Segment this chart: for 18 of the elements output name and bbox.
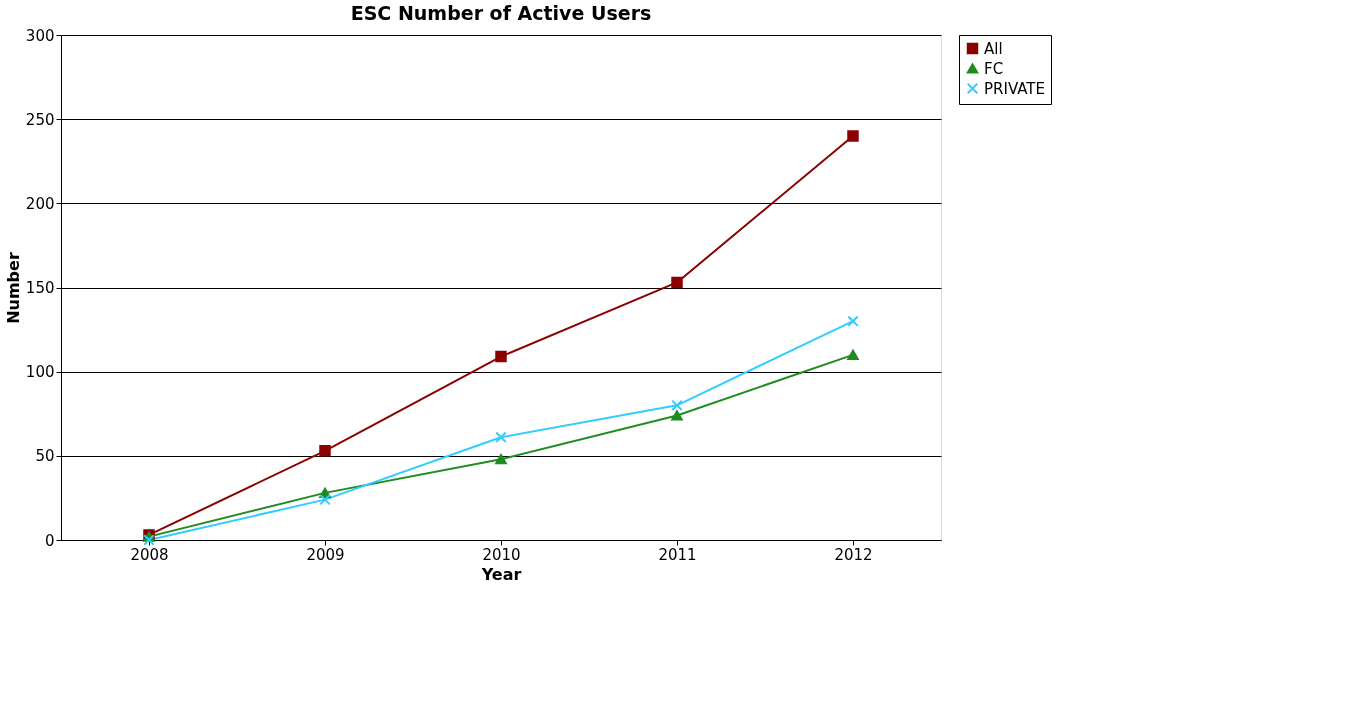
y-tick-label: 100 [25,363,55,382]
y-tick-label: 250 [25,110,55,129]
legend-label: All [984,39,1003,58]
y-tick-label: 200 [25,194,55,213]
legend-label: FC [984,59,1004,78]
y-axis-title: Number [3,252,23,324]
y-tick-label: 300 [25,26,55,45]
legend-label: PRIVATE [984,79,1045,98]
x-tick-label: 2008 [130,545,169,564]
x-tick-label: 2011 [658,545,697,564]
y-tick-label: 0 [44,531,55,550]
x-tick-label: 2009 [306,545,345,564]
x-tick-label: 2010 [482,545,521,564]
y-tick-label: 50 [35,447,55,466]
x-axis-title: Year [480,564,522,584]
chart-title: ESC Number of Active Users [350,2,652,24]
x-tick-label: 2012 [834,545,873,564]
y-tick-label: 150 [25,279,55,297]
